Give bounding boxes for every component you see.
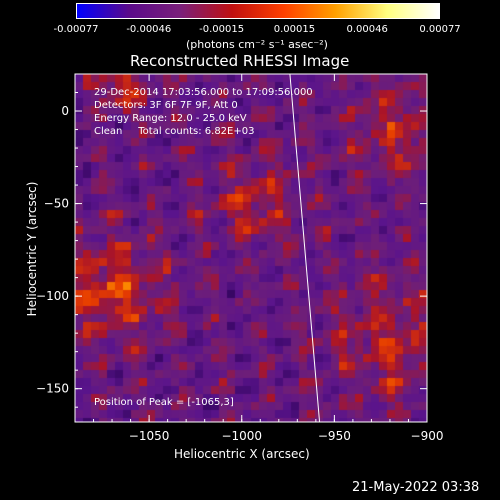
x-tick-label: −1000 xyxy=(221,429,262,443)
x-tick-label: −1050 xyxy=(129,429,170,443)
info-time: 29-Dec-2014 17:03:56.000 to 17:09:56.000 xyxy=(94,87,313,98)
info-detectors: Detectors: 3F 6F 7F 9F, Att 0 xyxy=(94,100,238,111)
colorbar-tick-label: 0.00015 xyxy=(273,24,316,35)
colorbar-tick-label: 0.00077 xyxy=(419,24,461,35)
y-tick-label: −50 xyxy=(44,197,69,211)
colorbar-tick-label: -0.00046 xyxy=(126,24,172,35)
x-tick-label: −900 xyxy=(411,429,444,443)
timestamp: 21-May-2022 03:38 xyxy=(352,480,480,495)
y-tick-label: −150 xyxy=(36,382,69,396)
info-peak: Position of Peak = [-1065,3] xyxy=(94,397,234,408)
info-clean: Clean Total counts: 6.82E+03 xyxy=(94,126,255,137)
image-title: Reconstructed RHESSI Image xyxy=(130,52,350,70)
colorbar-tick-label: -0.00077 xyxy=(53,24,99,35)
rhessi-image xyxy=(75,74,427,422)
x-tick-label: −950 xyxy=(318,429,351,443)
y-axis-label: Heliocentric Y (arcsec) xyxy=(25,181,39,317)
colorbar-tick-label: 0.00046 xyxy=(346,24,388,35)
y-tick-label: −100 xyxy=(36,289,69,303)
colorbar-tick-label: -0.00015 xyxy=(199,24,245,35)
limb-line xyxy=(289,73,321,423)
plot-frame xyxy=(74,73,428,423)
y-tick-label: 0 xyxy=(61,104,69,118)
info-energy: Energy Range: 12.0 - 25.0 keV xyxy=(94,113,247,124)
colorbar xyxy=(76,3,440,19)
colorbar-unit-label: (photons cm⁻² s⁻¹ asec⁻²) xyxy=(186,38,328,51)
x-axis-label: Heliocentric X (arcsec) xyxy=(174,447,310,461)
